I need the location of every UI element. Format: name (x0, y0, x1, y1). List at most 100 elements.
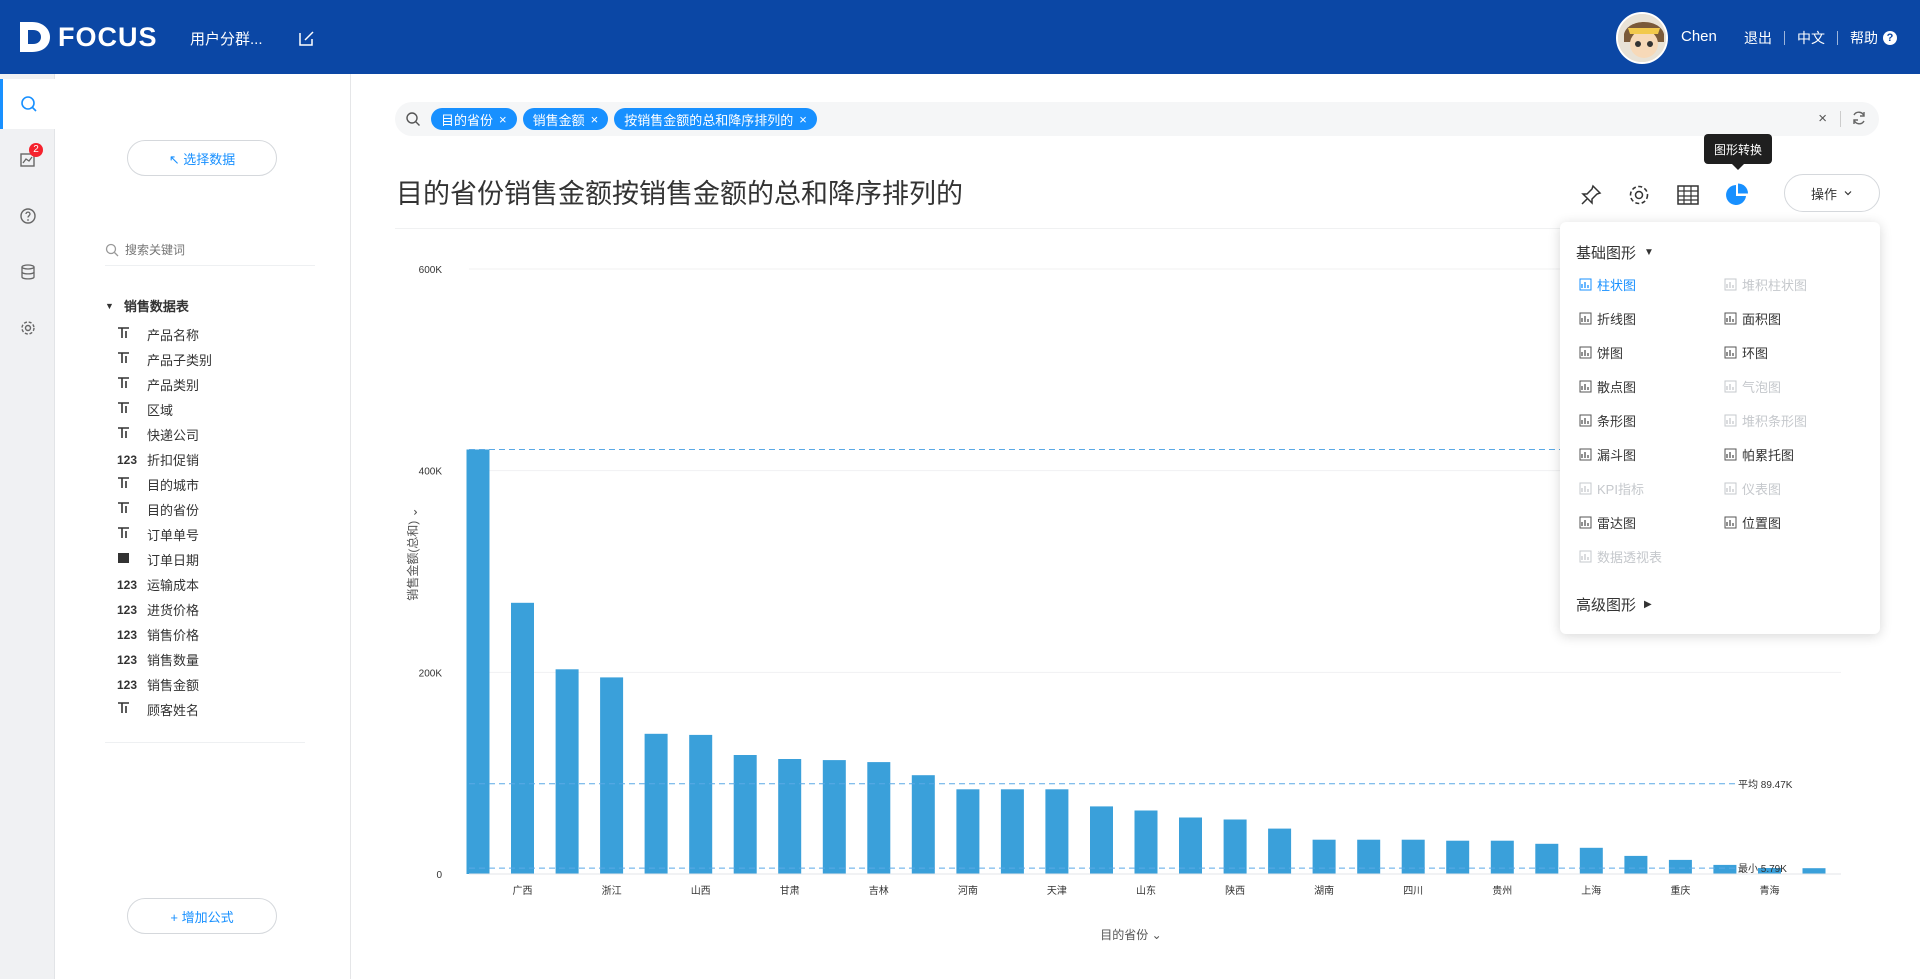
language-link[interactable]: 中文 (1797, 30, 1825, 46)
field-search-input[interactable] (125, 242, 295, 257)
query-token[interactable]: 按销售金额的总和降序排列的 × (614, 108, 817, 130)
nav-dashboard[interactable]: 2 (0, 135, 55, 185)
chart-type-option[interactable]: 折线图 (1578, 308, 1636, 328)
basic-charts-header[interactable]: 基础图形 ▼ (1576, 242, 1654, 263)
logout-link[interactable]: 退出 (1744, 30, 1772, 46)
chart-type-option[interactable]: 饼图 (1578, 342, 1623, 362)
gear-icon (20, 321, 35, 335)
select-data-button[interactable]: ↖ 选择数据 (127, 140, 277, 176)
field-item[interactable]: 目的城市 (117, 472, 212, 497)
chart-type-option[interactable]: 环图 (1723, 342, 1768, 362)
chart-type-label: 折线图 (1597, 311, 1637, 327)
field-item[interactable]: 123 销售金额 (117, 672, 212, 697)
chart-type-option[interactable]: 柱状图 (1578, 274, 1636, 294)
query-token-label: 目的省份 (441, 112, 494, 128)
clear-query-icon[interactable]: × (1818, 110, 1827, 127)
chart-board-icon (19, 153, 35, 167)
bar (822, 760, 846, 874)
bar (1000, 789, 1024, 874)
help-icon[interactable]: ? (1883, 31, 1897, 45)
field-item[interactable]: 快递公司 (117, 422, 212, 447)
field-name: 快递公司 (147, 428, 200, 443)
bar (600, 677, 624, 874)
settings-button[interactable] (1624, 180, 1654, 210)
focus-logo-icon (20, 22, 50, 52)
nav-data[interactable] (0, 247, 55, 297)
field-name: 运输成本 (147, 578, 200, 593)
chart-type-option[interactable]: 面积图 (1723, 308, 1781, 328)
divider (1840, 111, 1841, 127)
user-name[interactable]: Chen (1681, 28, 1717, 45)
remove-token-icon[interactable]: × (499, 111, 507, 127)
gear-icon (1629, 185, 1649, 205)
help-link[interactable]: 帮助 (1850, 30, 1878, 46)
chart-type-option[interactable]: 雷达图 (1578, 512, 1636, 532)
field-name: 销售数量 (147, 653, 200, 668)
field-name: 销售价格 (147, 628, 200, 643)
chart-type-option[interactable]: 散点图 (1578, 376, 1636, 396)
avatar[interactable] (1616, 12, 1668, 64)
field-item[interactable]: 123 运输成本 (117, 572, 212, 597)
x-tick-label: 吉林 (869, 884, 889, 897)
logo[interactable]: FOCUS (18, 18, 158, 56)
remove-token-icon[interactable]: × (590, 111, 599, 127)
operations-button[interactable]: 操作 (1784, 174, 1880, 212)
chevron-down-icon (1844, 191, 1852, 196)
project-title[interactable]: 用户分群... (190, 31, 263, 48)
field-item[interactable]: 订单日期 (117, 547, 212, 572)
chart-type-label: 帕累托图 (1742, 447, 1795, 463)
field-search[interactable] (105, 234, 315, 266)
bubble-chart-icon (1723, 379, 1737, 393)
field-item[interactable]: 123 销售价格 (117, 622, 212, 647)
field-item[interactable]: 订单单号 (117, 522, 212, 547)
bar (1312, 839, 1336, 874)
nav-search[interactable] (0, 79, 55, 129)
query-token[interactable]: 销售金额 × (522, 108, 609, 130)
nav-settings[interactable] (0, 303, 55, 353)
nav-help[interactable] (0, 191, 55, 241)
chart-type-option[interactable]: 位置图 (1723, 512, 1781, 532)
chart-type-option[interactable]: 条形图 (1578, 410, 1636, 430)
chart-type-label: 漏斗图 (1597, 447, 1637, 463)
advanced-charts-header[interactable]: 高级图形 ▶ (1576, 594, 1652, 615)
avatar-image (1618, 14, 1666, 62)
chart-type-label: 面积图 (1742, 311, 1782, 327)
text-field-icon (117, 502, 147, 517)
chart-type-option[interactable]: 帕累托图 (1723, 444, 1794, 464)
query-token[interactable]: 目的省份 × (431, 108, 517, 130)
x-tick-label: 重庆 (1670, 884, 1690, 897)
table-header[interactable]: ▼ 销售数据表 (105, 296, 189, 315)
chart-type-label: 饼图 (1597, 345, 1624, 361)
field-item[interactable]: 123 折扣促销 (117, 447, 212, 472)
field-item[interactable]: 目的省份 (117, 497, 212, 522)
field-item[interactable]: 产品子类别 (117, 347, 212, 372)
refresh-icon[interactable] (1851, 110, 1867, 126)
divider (1784, 31, 1785, 45)
field-item[interactable]: 区域 (117, 397, 212, 422)
bar (1134, 810, 1158, 874)
chart-type-option[interactable]: 漏斗图 (1578, 444, 1636, 464)
add-formula-button[interactable]: + 增加公式 (127, 898, 277, 934)
number-field-icon: 123 (117, 602, 138, 617)
bar-chart-icon (1578, 277, 1592, 291)
bar (1446, 840, 1470, 874)
query-bar[interactable]: 目的省份 × 销售金额 × 按销售金额的总和降序排列的 × × (395, 102, 1879, 136)
chart-type-option: 气泡图 (1723, 376, 1781, 396)
chart-type-label: 仪表图 (1742, 481, 1782, 497)
field-list: 产品名称 产品子类别 产品类别 区域快递公司 123 折扣促销 目的城市 目的省份 订单单号 订单… (117, 322, 212, 722)
chart-switch-tooltip: 图形转换 (1704, 134, 1773, 170)
nav-rail: 2 (0, 74, 55, 979)
x-tick-label: 甘肃 (780, 884, 800, 897)
field-item[interactable]: 123 进货价格 (117, 597, 212, 622)
pin-button[interactable] (1576, 180, 1606, 210)
edit-icon[interactable] (297, 28, 317, 48)
field-item[interactable]: 顾客姓名 (117, 697, 212, 722)
remove-token-icon[interactable]: × (799, 111, 807, 127)
chart-switch-button[interactable] (1722, 180, 1752, 210)
field-item[interactable]: 产品类别 (117, 372, 212, 397)
field-item[interactable]: 产品名称 (117, 322, 212, 347)
number-field-icon: 123 (117, 577, 138, 592)
x-tick-label: 浙江 (602, 885, 622, 897)
table-view-button[interactable] (1673, 180, 1703, 210)
field-item[interactable]: 123 销售数量 (117, 647, 212, 672)
